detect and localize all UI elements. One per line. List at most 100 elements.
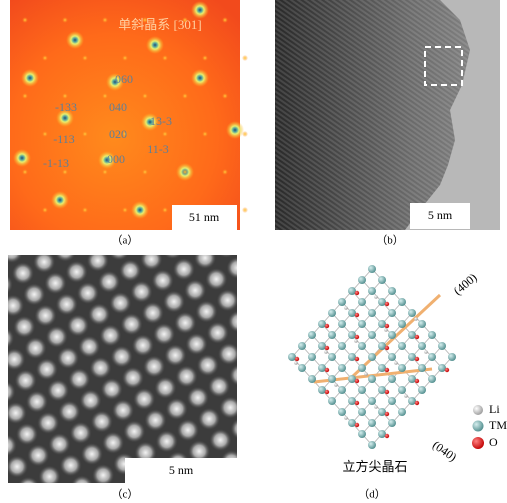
tm-atom bbox=[338, 386, 346, 394]
tm-atom bbox=[368, 309, 376, 317]
tm-atom bbox=[388, 353, 396, 361]
direction-label: (400) bbox=[451, 270, 480, 297]
tm-atom bbox=[408, 375, 416, 383]
tm-atom bbox=[428, 331, 436, 339]
tm-atom bbox=[328, 309, 336, 317]
li-atom bbox=[414, 317, 418, 321]
weak-spot bbox=[42, 207, 48, 213]
o-atom bbox=[384, 301, 390, 307]
weak-spot bbox=[162, 207, 168, 213]
o-atom bbox=[324, 345, 330, 351]
tm-atom bbox=[358, 298, 366, 306]
tm-atom bbox=[418, 364, 426, 372]
tm-atom bbox=[398, 408, 406, 416]
weak-spot bbox=[82, 207, 88, 213]
o-atom bbox=[414, 334, 420, 340]
tm-atom bbox=[318, 364, 326, 372]
tm-atom bbox=[388, 309, 396, 317]
tm-atom bbox=[408, 397, 416, 405]
tm-atom bbox=[428, 353, 436, 361]
o-atom bbox=[354, 356, 360, 362]
o-atom bbox=[414, 356, 420, 362]
tm-atom bbox=[368, 419, 376, 427]
diffraction-spot bbox=[21, 69, 39, 87]
weak-spot bbox=[182, 17, 188, 23]
tm-atom bbox=[398, 342, 406, 350]
tm-atom bbox=[388, 419, 396, 427]
panel-title: 单斜晶系 [301] bbox=[118, 17, 201, 32]
tm-atom bbox=[448, 353, 456, 361]
panel-label: （a） bbox=[112, 234, 139, 247]
o-atom bbox=[324, 367, 330, 373]
o-atom bbox=[384, 323, 390, 329]
tm-atom bbox=[398, 386, 406, 394]
tm-atom bbox=[368, 331, 376, 339]
o-atom bbox=[324, 389, 330, 395]
weak-spot bbox=[242, 55, 248, 61]
tm-atom bbox=[358, 430, 366, 438]
o-atom bbox=[384, 389, 390, 395]
diffraction-spot bbox=[51, 191, 69, 209]
tm-atom bbox=[298, 342, 306, 350]
tm-atom bbox=[368, 441, 376, 449]
tm-atom bbox=[348, 287, 356, 295]
o-atom bbox=[294, 356, 300, 362]
tm-atom bbox=[308, 353, 316, 361]
tm-atom bbox=[338, 408, 346, 416]
tm-atom bbox=[378, 276, 386, 284]
tm-atom bbox=[408, 309, 416, 317]
diffraction-image bbox=[10, 0, 240, 230]
tm-atom bbox=[418, 320, 426, 328]
scale-bar-label: 5 nm bbox=[169, 463, 194, 477]
tm-atom bbox=[378, 408, 386, 416]
tm-atom bbox=[338, 320, 346, 328]
tm-atom bbox=[398, 320, 406, 328]
tm-atom bbox=[368, 375, 376, 383]
weak-spot bbox=[202, 55, 208, 61]
panel-a: 单斜晶系 [301] 060 -133 040 13-3 -113 020 11… bbox=[10, 0, 248, 230]
weak-spot bbox=[82, 131, 88, 137]
haadf-image bbox=[8, 255, 237, 483]
tm-atom bbox=[368, 287, 376, 295]
tm-atom bbox=[368, 397, 376, 405]
tm-atom bbox=[388, 331, 396, 339]
o-atom bbox=[384, 367, 390, 373]
spot-label: 060 bbox=[115, 72, 133, 86]
weak-spot bbox=[142, 17, 148, 23]
diffraction-spot bbox=[141, 113, 159, 131]
diffraction-spot bbox=[98, 151, 116, 169]
weak-spot bbox=[122, 207, 128, 213]
weak-spot bbox=[242, 207, 248, 213]
legend-o bbox=[472, 437, 484, 449]
weak-spot bbox=[222, 17, 228, 23]
li-atom bbox=[424, 350, 428, 354]
tm-atom bbox=[418, 386, 426, 394]
panel-c: 5 nm bbox=[8, 255, 237, 483]
tm-atom bbox=[388, 287, 396, 295]
tm-atom bbox=[378, 298, 386, 306]
scale-bar-label: 5 nm bbox=[428, 208, 453, 222]
weak-spot bbox=[202, 131, 208, 137]
li-atom bbox=[384, 328, 388, 332]
diffraction-spot bbox=[226, 121, 244, 139]
diffraction-spot bbox=[146, 36, 164, 54]
o-atom bbox=[444, 367, 450, 373]
weak-spot bbox=[162, 131, 168, 137]
li-atom bbox=[334, 383, 338, 387]
li-atom bbox=[324, 350, 328, 354]
panel-label: （c） bbox=[112, 488, 139, 501]
tm-atom bbox=[378, 320, 386, 328]
tm-atom bbox=[358, 320, 366, 328]
tm-atom bbox=[388, 375, 396, 383]
scale-box bbox=[172, 205, 237, 230]
li-atom bbox=[354, 339, 358, 343]
diffraction-spot bbox=[56, 109, 74, 127]
li-atom bbox=[404, 394, 408, 398]
tm-atom bbox=[338, 364, 346, 372]
tm-atom bbox=[348, 397, 356, 405]
tm-atom bbox=[388, 397, 396, 405]
o-atom bbox=[354, 422, 360, 428]
o-atom bbox=[354, 378, 360, 384]
o-atom bbox=[354, 290, 360, 296]
